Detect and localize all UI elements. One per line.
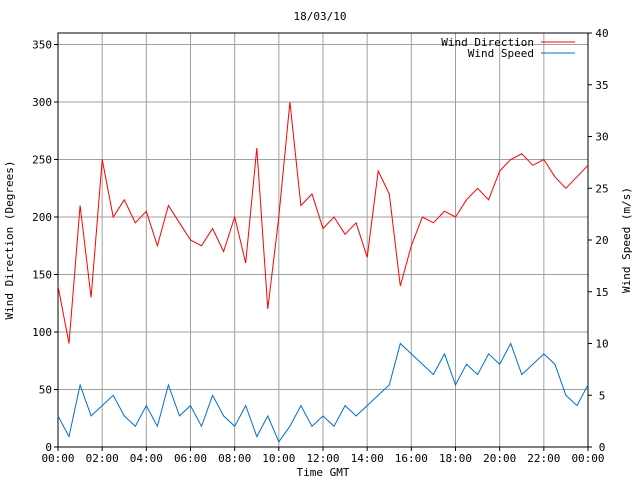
x-axis-ticks: 00:00 02:00 04:00 06:00 08:00 10:00 12:00 14:00… [41, 447, 605, 465]
left-axis-ticks: 0 50 100 150 200 250 300 350 [32, 39, 58, 454]
left-tick-label: 50 [39, 384, 52, 397]
right-tick-label: 5 [599, 389, 606, 402]
x-tick-label: 10:00 [262, 452, 295, 465]
series-line-wind-speed [57, 342, 589, 443]
right-tick-label: 0 [599, 441, 606, 454]
right-tick-label: 10 [595, 338, 608, 351]
right-tick-label: 20 [595, 234, 608, 247]
x-tick-label: 22:00 [527, 452, 560, 465]
left-tick-label: 300 [32, 96, 52, 109]
right-axis-label: Wind Speed (m/s) [620, 187, 633, 293]
x-tick-label: 02:00 [86, 452, 119, 465]
left-tick-label: 250 [32, 154, 52, 167]
right-tick-label: 40 [595, 27, 608, 40]
x-tick-label: 14:00 [351, 452, 384, 465]
chart-title: 18/03/10 [294, 10, 347, 23]
series-layer [57, 101, 589, 443]
left-tick-label: 200 [32, 211, 52, 224]
legend: Wind Direction Wind Speed [441, 36, 575, 60]
left-tick-label: 100 [32, 326, 52, 339]
x-tick-label: 00:00 [41, 452, 74, 465]
x-tick-label: 08:00 [218, 452, 251, 465]
x-tick-label: 20:00 [483, 452, 516, 465]
left-tick-label: 0 [45, 441, 52, 454]
x-tick-label: 16:00 [395, 452, 428, 465]
x-tick-label: 18:00 [439, 452, 472, 465]
x-tick-label: 12:00 [306, 452, 339, 465]
right-tick-label: 30 [595, 131, 608, 144]
legend-label-wind-speed: Wind Speed [468, 47, 534, 60]
left-tick-label: 150 [32, 269, 52, 282]
left-tick-label: 350 [32, 39, 52, 52]
right-tick-label: 35 [595, 79, 608, 92]
series-line-wind-direction [57, 101, 589, 344]
x-tick-label: 04:00 [130, 452, 163, 465]
left-axis-label: Wind Direction (Degrees) [3, 161, 16, 320]
right-tick-label: 25 [595, 182, 608, 195]
grid-lines [58, 33, 588, 447]
right-tick-label: 15 [595, 286, 608, 299]
x-tick-label: 00:00 [571, 452, 604, 465]
x-axis-label: Time GMT [297, 466, 350, 479]
x-tick-label: 06:00 [174, 452, 207, 465]
legend-label-wind-direction: Wind Direction [441, 36, 534, 49]
right-axis-ticks: 0 5 10 15 20 25 30 35 40 [588, 27, 609, 454]
